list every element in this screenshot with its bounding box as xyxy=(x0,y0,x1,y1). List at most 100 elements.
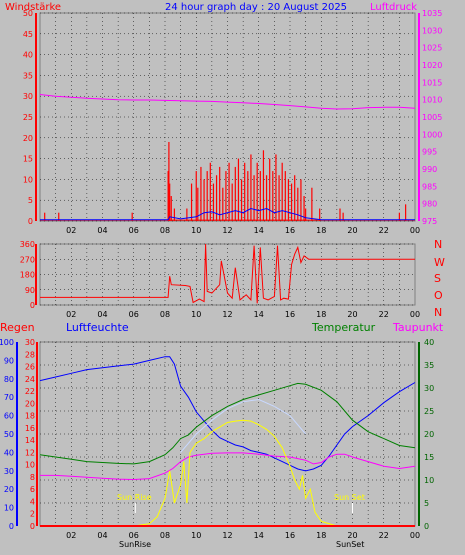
direction-xtick-label: 14 xyxy=(254,310,264,319)
direction-xtick-label: 06 xyxy=(129,310,139,319)
direction-xtick-label: 10 xyxy=(191,310,201,319)
rain-ytick-label: 22 xyxy=(25,387,35,396)
compass-label: S xyxy=(434,272,441,285)
solar-line xyxy=(133,419,338,527)
pressure-ytick-label: 980 xyxy=(422,200,437,209)
pressure-ytick-label: 975 xyxy=(422,217,437,226)
wind-xtick-label: 06 xyxy=(129,226,139,235)
wind-ytick-label: 5 xyxy=(28,196,33,205)
humidity-ytick-label: 20 xyxy=(4,485,14,494)
direction-xtick-label: 08 xyxy=(160,310,170,319)
wind-xtick-label: 08 xyxy=(160,226,170,235)
climate-panel: 02 04 06 08 10 12 14 16 18 20 22 000102030405060708… xyxy=(0,338,434,540)
climate-xtick-label: 00 xyxy=(410,531,420,540)
sunrise-axis-label: SunRise xyxy=(119,540,151,549)
uv-line xyxy=(180,398,306,453)
rain-ytick-label: 24 xyxy=(25,375,35,384)
temp-ytick-label: 35 xyxy=(424,361,434,370)
rain-ytick-label: 0 xyxy=(30,522,35,531)
sunset-axis-label: SunSet xyxy=(336,540,364,549)
rain-ytick-label: 28 xyxy=(25,350,35,359)
temperature-label: Temperatur xyxy=(311,321,376,334)
climate-xtick-label: 08 xyxy=(160,531,170,540)
pressure-line xyxy=(39,94,416,110)
pressure-ytick-label: 1030 xyxy=(422,26,442,35)
wind-ytick-label: 30 xyxy=(23,92,33,101)
rain-ytick-label: 2 xyxy=(30,510,35,519)
compass-label: O xyxy=(434,289,443,302)
compass-label: W xyxy=(434,256,445,269)
temperatur-line xyxy=(39,382,416,465)
climate-xtick-label: 12 xyxy=(222,531,232,540)
humidity-ytick-label: 80 xyxy=(4,375,14,384)
header-center: 24 hour graph day : 20 August 2025 xyxy=(165,2,347,13)
sunrise-annotation: Sun Rise xyxy=(117,493,152,502)
wind-xtick-label: 18 xyxy=(316,226,326,235)
temp-ytick-label: 5 xyxy=(424,499,429,508)
climate-xtick-label: 02 xyxy=(66,531,76,540)
compass-label: N xyxy=(434,238,442,251)
rain-ytick-label: 30 xyxy=(25,338,35,347)
direction-xtick-label: 02 xyxy=(66,310,76,319)
direction-xtick-label: 22 xyxy=(379,310,389,319)
pressure-ytick-label: 1010 xyxy=(422,96,442,105)
direction-line xyxy=(40,243,415,304)
wind-ytick-label: 45 xyxy=(23,30,33,39)
pressure-ytick-label: 990 xyxy=(422,165,437,174)
wind-xtick-label: 14 xyxy=(254,226,264,235)
wind-panel: 02 04 06 08 10 12 14 16 18 20 22 000510152025303540… xyxy=(23,9,443,235)
temp-ytick-label: 20 xyxy=(424,430,434,439)
wind-avg-line xyxy=(40,207,415,221)
climate-xtick-label: 16 xyxy=(285,531,295,540)
wind-xtick-label: 16 xyxy=(285,226,295,235)
wind-ytick-label: 50 xyxy=(23,9,33,18)
temp-ytick-label: 40 xyxy=(424,338,434,347)
direction-ytick-label: 270 xyxy=(20,255,35,264)
rain-ytick-label: 20 xyxy=(25,399,35,408)
climate-xtick-label: 04 xyxy=(97,531,107,540)
temp-ytick-label: 30 xyxy=(424,384,434,393)
direction-ytick-label: 90 xyxy=(25,286,35,295)
direction-xtick-label: 18 xyxy=(316,310,326,319)
temp-ytick-label: 0 xyxy=(424,522,429,531)
humidity-ytick-label: 10 xyxy=(4,504,14,513)
pressure-ytick-label: 1000 xyxy=(422,130,442,139)
direction-xtick-label: 12 xyxy=(222,310,232,319)
temp-ytick-label: 15 xyxy=(424,453,434,462)
rain-label: Regen xyxy=(0,321,35,334)
wind-xtick-label: 04 xyxy=(97,226,107,235)
direction-ytick-label: 360 xyxy=(20,240,35,249)
compass-label: N xyxy=(434,306,442,319)
climate-xtick-label: 10 xyxy=(191,531,201,540)
header-right: Luftdruck xyxy=(370,2,417,13)
climate-xtick-label: 06 xyxy=(129,531,139,540)
wind-ytick-label: 15 xyxy=(23,155,33,164)
direction-xtick-label: 20 xyxy=(347,310,357,319)
rain-ytick-label: 26 xyxy=(25,363,35,372)
wind-ytick-label: 25 xyxy=(23,113,33,122)
climate-xtick-label: 18 xyxy=(316,531,326,540)
humidity-ytick-label: 50 xyxy=(4,430,14,439)
temp-ytick-label: 25 xyxy=(424,407,434,416)
wind-xtick-label: 20 xyxy=(347,226,357,235)
rain-ytick-label: 4 xyxy=(30,497,35,506)
pressure-ytick-label: 1035 xyxy=(422,9,442,18)
humidity-ytick-label: 40 xyxy=(4,448,14,457)
wind-xtick-label: 10 xyxy=(191,226,201,235)
luftfeuchte-line xyxy=(39,356,416,472)
direction-xtick-label: 00 xyxy=(410,310,420,319)
humidity-ytick-label: 0 xyxy=(9,522,14,531)
pressure-ytick-label: 1015 xyxy=(422,78,442,87)
direction-ytick-label: 180 xyxy=(20,271,35,280)
wind-xtick-label: 02 xyxy=(66,226,76,235)
rain-ytick-label: 6 xyxy=(30,485,35,494)
humidity-ytick-label: 90 xyxy=(4,356,14,365)
taupunkt-line xyxy=(40,452,416,481)
wind-ytick-label: 35 xyxy=(23,71,33,80)
humidity-ytick-label: 60 xyxy=(4,412,14,421)
temp-ytick-label: 10 xyxy=(424,476,434,485)
wind-xtick-label: 00 xyxy=(410,226,420,235)
climate-xtick-label: 22 xyxy=(379,531,389,540)
